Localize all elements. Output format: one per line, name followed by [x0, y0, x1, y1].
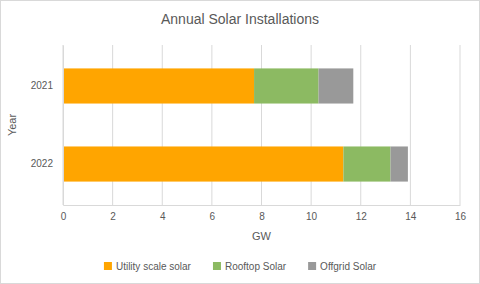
chart-title: Annual Solar Installations	[161, 11, 319, 27]
legend-label: Offgrid Solar	[320, 261, 377, 272]
x-tick: 4	[160, 205, 166, 222]
x-tick-label: 10	[306, 211, 318, 222]
x-tick-label: 4	[160, 211, 166, 222]
x-tick-label: 12	[356, 211, 368, 222]
y-tick: 2021	[31, 80, 63, 91]
legend-item: Utility scale solar	[104, 261, 192, 272]
bar-segment	[391, 146, 408, 181]
x-axis-title: GW	[252, 230, 272, 242]
grid-line	[410, 45, 411, 205]
x-tick: 8	[259, 205, 265, 222]
legend-label: Rooftop Solar	[225, 261, 287, 272]
bar-segment	[63, 146, 343, 181]
x-tick: 14	[405, 205, 417, 222]
chart-border	[1, 1, 480, 284]
x-tick: 10	[306, 205, 318, 222]
x-tick: 12	[356, 205, 368, 222]
bars	[63, 68, 408, 181]
x-tick-label: 8	[259, 211, 265, 222]
x-axis-line	[64, 205, 461, 206]
legend-item: Offgrid Solar	[308, 261, 377, 272]
bar-segment	[63, 68, 254, 103]
x-tick: 6	[210, 205, 216, 222]
y-tick: 2022	[31, 158, 63, 169]
chart: 0 2 4 6 8 10 12 14 16 2021 2022 Annual Solar Instal…	[0, 0, 480, 284]
bar-segment	[319, 68, 354, 103]
y-axis-line	[63, 46, 64, 206]
legend-label: Utility scale solar	[116, 261, 192, 272]
legend-swatch	[104, 262, 112, 270]
x-tick-label: 6	[210, 211, 216, 222]
grid-line	[63, 45, 64, 205]
grid-line	[460, 45, 461, 205]
x-tick-label: 0	[61, 211, 67, 222]
bar-segment	[254, 68, 319, 103]
x-tick: 2	[110, 205, 116, 222]
y-axis-title: Year	[6, 114, 18, 137]
y-tick-label: 2022	[31, 158, 54, 169]
x-axis: 0 2 4 6 8 10 12 14 16	[61, 205, 467, 222]
legend-item: Rooftop Solar	[213, 261, 287, 272]
x-tick-label: 2	[110, 211, 116, 222]
y-axis: 2021 2022	[31, 46, 64, 206]
x-tick-label: 16	[455, 211, 467, 222]
x-tick-label: 14	[405, 211, 417, 222]
y-tick-label: 2021	[31, 80, 54, 91]
x-tick: 0	[61, 205, 67, 222]
grid	[63, 45, 460, 205]
x-tick: 16	[455, 205, 467, 222]
bar-segment	[343, 146, 390, 181]
legend: Utility scale solar Rooftop Solar Offgrid …	[104, 261, 377, 272]
legend-swatch	[308, 262, 316, 270]
legend-swatch	[213, 262, 221, 270]
